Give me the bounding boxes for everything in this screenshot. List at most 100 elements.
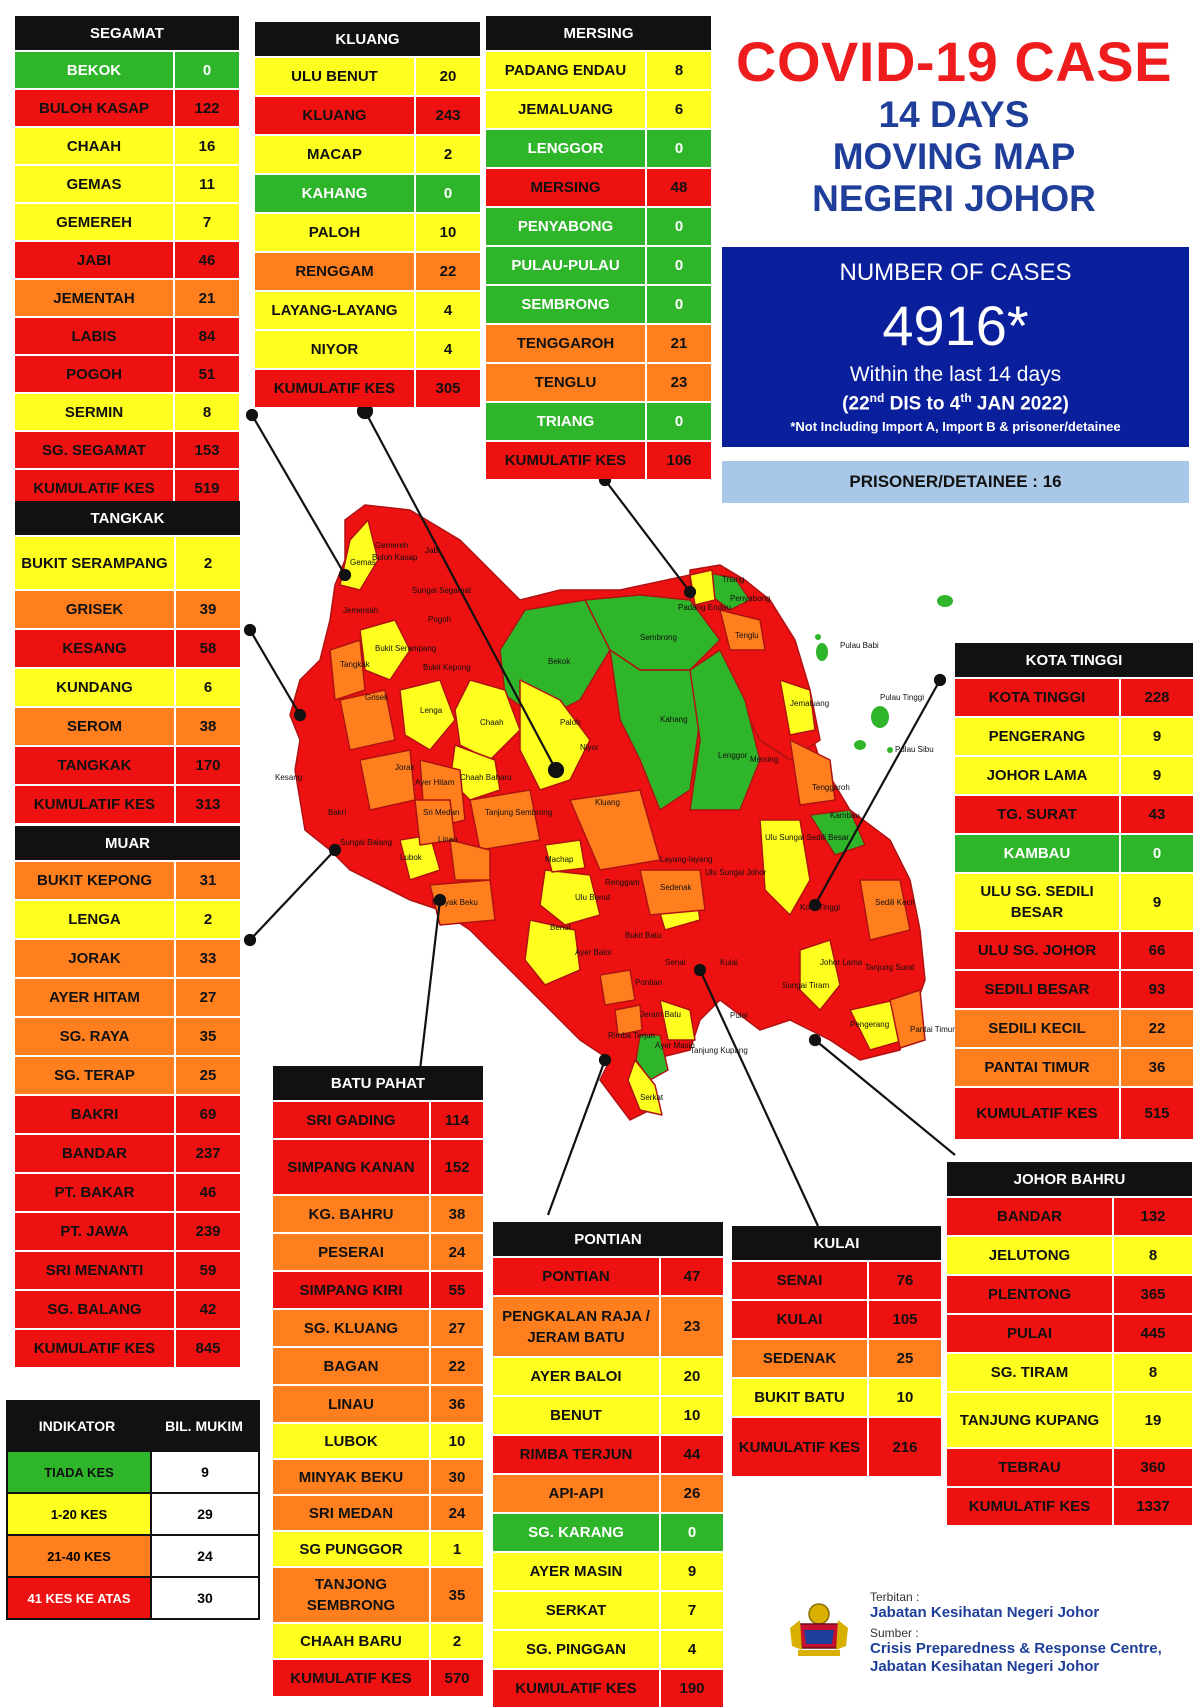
map-label: Sembrong — [640, 633, 677, 642]
map-region-paloh — [519, 679, 591, 791]
legend-header: INDIKATOR BIL. MUKIM — [6, 1400, 260, 1452]
mukim-name: LENGGOR — [486, 130, 647, 167]
mukim-row: SRI GADING 114 — [273, 1100, 483, 1138]
mukim-row: JEMENTAH 21 — [15, 278, 239, 316]
case-count: 47 — [683, 1268, 701, 1285]
case-count: 106 — [666, 452, 692, 469]
leader-kota-tinggi — [814, 679, 941, 906]
title-line1: 14 DAYS — [878, 94, 1030, 135]
mukim-name: SIMPANG KANAN — [273, 1140, 431, 1194]
mukim-name: SERKAT — [493, 1592, 661, 1629]
case-count: 55 — [448, 1281, 466, 1299]
mukim-name: CHAAH — [15, 128, 175, 164]
case-count: 0 — [687, 1524, 697, 1541]
mukim-name: BUKIT BATU — [732, 1379, 869, 1416]
map-region-tenglu — [719, 609, 766, 651]
mukim-row: SEDENAK 25 — [732, 1338, 941, 1377]
map-region-jorak — [359, 749, 416, 811]
mukim-row: BEKOK 0 — [15, 50, 239, 88]
mukim-name: BENUT — [493, 1397, 661, 1434]
mukim-name: SG. SEGAMAT — [15, 432, 175, 468]
mukim-row: LABIS 84 — [15, 316, 239, 354]
mukim-name: SRI MENANTI — [15, 1252, 176, 1289]
map-label: Jemaluang — [790, 699, 829, 708]
footer-publisher: Jabatan Kesihatan Negeri Johor — [870, 1604, 1100, 1621]
map-label: Mersing — [750, 755, 778, 764]
map-island-3 — [871, 706, 889, 728]
mukim-row: CHAAH 16 — [15, 126, 239, 164]
mukim-row: API-API 26 — [493, 1473, 723, 1512]
mukim-row: SENAI 76 — [732, 1260, 941, 1299]
mukim-name: TENGLU — [486, 364, 647, 401]
leader-kota-tinggi-dot — [933, 673, 947, 687]
map-region-renggam — [569, 789, 661, 871]
case-count: 25 — [199, 1067, 217, 1084]
mukim-row: SERMIN 8 — [15, 392, 239, 430]
map-label: Benut — [550, 923, 572, 932]
map-island-4 — [854, 740, 866, 750]
mukim-name: PADANG ENDAU — [486, 52, 647, 89]
mukim-row: SERKAT 7 — [493, 1590, 723, 1629]
map-label: Jabi — [425, 546, 440, 555]
case-count: 105 — [892, 1311, 918, 1328]
mukim-name: AYER HITAM — [15, 979, 176, 1016]
legend: INDIKATOR BIL. MUKIM TIADA KES 9 1-20 KES 2… — [6, 1400, 260, 1620]
mukim-name: KUMULATIF KES — [947, 1488, 1114, 1525]
mukim-name: JORAK — [15, 940, 176, 977]
case-count: 30 — [448, 1468, 466, 1486]
map-region-api-api — [599, 969, 636, 1006]
mukim-name: KUMULATIF KES — [15, 1330, 176, 1367]
mukim-name: SG. BALANG — [15, 1291, 176, 1328]
mukim-row: JELUTONG 8 — [947, 1235, 1192, 1274]
case-count: 845 — [195, 1340, 221, 1357]
leader-batu-pahat-end — [433, 893, 447, 907]
case-count: 22 — [448, 1357, 466, 1375]
case-count: 0 — [674, 296, 684, 313]
panel-title: KULAI — [732, 1226, 941, 1260]
mukim-name: JELUTONG — [947, 1237, 1114, 1274]
mukim-name: MINYAK BEKU — [273, 1460, 431, 1494]
mukim-row: LUBOK 10 — [273, 1422, 483, 1458]
map-label: Kambau — [830, 811, 860, 820]
map-label: Kesang — [275, 773, 302, 782]
period-start-suffix: nd — [869, 391, 885, 405]
mukim-row: GEMAS 11 — [15, 164, 239, 202]
mukim-name: SG. TIRAM — [947, 1354, 1114, 1391]
map-label: Ayer Hitam — [415, 778, 455, 787]
mukim-row: PT. JAWA 239 — [15, 1211, 240, 1250]
case-count: 9 — [687, 1563, 697, 1580]
mukim-name: PT. BAKAR — [15, 1174, 176, 1211]
map-region-machap — [544, 839, 586, 873]
case-count: 84 — [198, 327, 216, 345]
mukim-name: TANGKAK — [15, 747, 176, 784]
mukim-row: BANDAR 132 — [947, 1196, 1192, 1235]
cases-within: Within the last 14 days — [849, 363, 1062, 386]
mukim-name: PULAU-PULAU — [486, 247, 647, 284]
mukim-row: TANJUNG KUPANG 19 — [947, 1391, 1192, 1447]
case-count: 20 — [439, 68, 457, 85]
case-count: 153 — [194, 441, 220, 459]
cumulative-row: KUMULATIF KES 313 — [15, 784, 240, 823]
mukim-name: GEMEREH — [15, 204, 175, 240]
case-count: 69 — [199, 1106, 217, 1123]
mukim-name: KESANG — [15, 630, 176, 667]
map-label: Tanjung Kupang — [690, 1046, 748, 1055]
legend-row: TIADA KES 9 — [8, 1452, 258, 1492]
leader-pontian-end — [598, 1053, 612, 1067]
mukim-row: TG. SURAT 43 — [955, 794, 1193, 833]
case-count: 8 — [202, 403, 212, 421]
case-count: 8 — [1148, 1364, 1158, 1381]
map-region-lenga — [399, 679, 456, 751]
map-label: Chaah — [480, 718, 504, 727]
mukim-name: TANJUNG KUPANG — [947, 1393, 1114, 1447]
case-count: 0 — [674, 140, 684, 157]
map-label: Bukit Batu — [625, 931, 661, 940]
mukim-name: BAKRI — [15, 1096, 176, 1133]
mukim-name: LUBOK — [273, 1424, 431, 1458]
mukim-name: SG. KARANG — [493, 1514, 661, 1551]
map-label: Kluang — [595, 798, 620, 807]
mukim-row: AYER HITAM 27 — [15, 977, 240, 1016]
legend-count: 9 — [150, 1452, 258, 1492]
legend-rows: TIADA KES 9 1-20 KES 29 21-40 KES 24 41 KES KE… — [6, 1452, 260, 1620]
leader-segamat-dot — [245, 408, 259, 422]
